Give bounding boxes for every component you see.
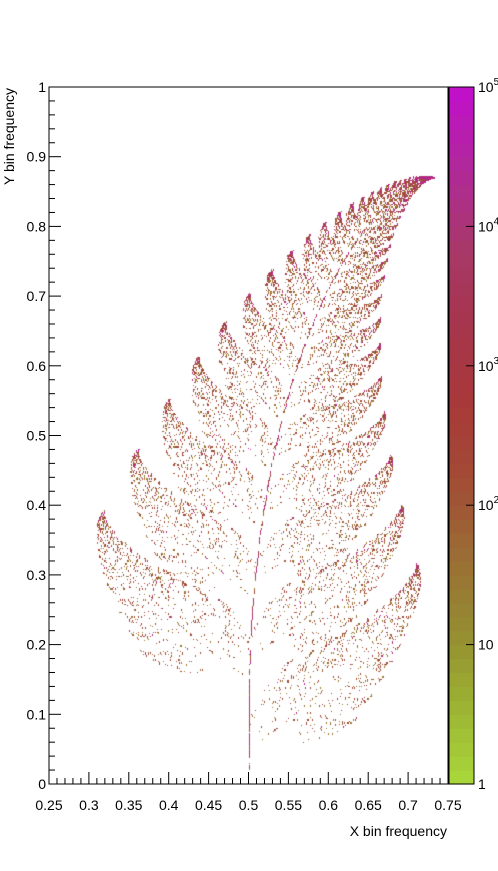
colorbar-tick-label: 103 [478,356,498,374]
colorbar-step [449,337,474,353]
y-tick-label: 0.4 [27,497,47,513]
colorbar-step [449,547,474,562]
x-tick-label: 0.65 [355,797,382,813]
colorbar-tick-label: 102 [478,495,498,513]
colorbar-step [449,449,474,464]
colorbar-tick-label: 104 [478,216,498,234]
colorbar-step [449,505,474,520]
colorbar-step [449,630,474,646]
colorbar-step [449,268,474,283]
colorbar-step [449,700,474,715]
colorbar-step [449,672,474,688]
y-tick-label: 0.6 [27,358,47,374]
x-tick-label: 0.35 [115,797,142,813]
colorbar-step [449,435,474,451]
colorbar-step [449,365,474,381]
colorbar-step [449,477,474,492]
colorbar-step [449,198,474,214]
colorbar-step [449,421,474,437]
colorbar-step [449,226,474,241]
y-tick-label: 0.5 [27,428,47,444]
x-tick-label: 0.75 [434,797,461,813]
y-tick-label: 0.8 [27,218,47,234]
colorbar-step [449,770,474,785]
colorbar-step [449,616,474,632]
fern-heatmap [49,87,448,784]
x-tick-label: 0.3 [79,797,99,813]
colorbar-step [449,128,474,144]
colorbar-step [449,254,474,269]
colorbar: 1 10 102 103 104 105 [448,77,498,792]
colorbar-step [449,100,474,116]
y-axis: 0 0.1 0.2 0.3 0.4 0.5 0.6 0.7 0.8 0.9 1 [27,79,61,792]
x-tick-label: 0.25 [35,797,62,813]
colorbar-tick-label: 105 [478,77,498,95]
y-tick-label: 0.3 [27,567,47,583]
colorbar-step [449,87,474,102]
colorbar-step [449,588,474,604]
colorbar-step [449,114,474,130]
colorbar-tick-label: 10 [478,637,494,653]
colorbar-tick-label: 1 [478,776,486,792]
colorbar-step [449,407,474,423]
colorbar-frame [448,86,475,785]
colorbar-step [449,240,474,255]
y-tick-label: 0.2 [27,637,47,653]
colorbar-step [449,728,474,743]
colorbar-step [449,742,474,757]
colorbar-step [449,282,474,297]
colorbar-step [449,533,474,548]
x-tick-label: 0.5 [239,797,259,813]
colorbar-step [449,184,474,200]
colorbar-step [449,351,474,367]
y-tick-label: 0.7 [27,288,47,304]
colorbar-step [449,644,474,660]
colorbar-step [449,379,474,395]
y-axis-title: Y bin frequency [1,88,17,185]
colorbar-step [449,156,474,172]
colorbar-step [449,310,474,325]
x-axis-title: X bin frequency [350,823,447,839]
colorbar-step [449,323,474,339]
colorbar-step [449,602,474,618]
x-tick-label: 0.7 [398,797,418,813]
y-tick-label: 0 [38,776,46,792]
colorbar-step [449,170,474,186]
x-tick-label: 0.6 [319,797,339,813]
colorbar-step [449,519,474,534]
x-tick-label: 0.45 [195,797,222,813]
y-tick-label: 0.1 [27,706,47,722]
colorbar-step [449,756,474,771]
colorbar-step [449,142,474,158]
colorbar-step [449,491,474,506]
y-tick-label: 0.9 [27,149,47,165]
colorbar-step [449,686,474,701]
colorbar-step [449,574,474,590]
colorbar-step [449,393,474,409]
x-axis: 0.25 0.3 0.35 0.4 0.45 0.5 0.55 0.6 0.65 0.7 0.75 [35,772,462,813]
colorbar-step [449,296,474,311]
colorbar-step [449,463,474,478]
colorbar-step [449,560,474,576]
x-tick-label: 0.4 [159,797,179,813]
fern-bins [49,87,448,784]
colorbar-step [449,658,474,674]
y-tick-label: 1 [38,79,46,95]
colorbar-step [449,212,474,227]
colorbar-step [449,714,474,729]
x-tick-label: 0.55 [275,797,302,813]
